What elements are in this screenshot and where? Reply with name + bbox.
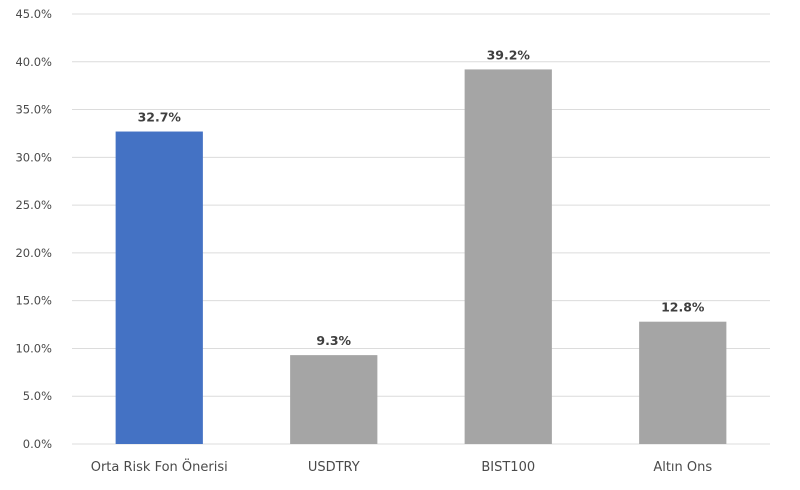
x-axis-categories: Orta Risk Fon Önerisi USDTRY BIST100 Altın …	[91, 458, 713, 475]
bars	[115, 69, 727, 445]
bar	[639, 321, 727, 444]
y-tick-label: 20.0%	[15, 246, 52, 260]
y-tick-label: 40.0%	[15, 55, 52, 69]
x-category-label: Altın Ons	[653, 460, 712, 475]
y-tick-label: 30.0%	[15, 150, 52, 164]
y-tick-label: 0.0%	[23, 437, 52, 451]
y-tick-label: 35.0%	[15, 103, 52, 117]
y-tick-label: 25.0%	[15, 198, 52, 212]
y-tick-label: 15.0%	[15, 294, 52, 308]
data-labels: 32.7% 9.3% 39.2% 12.8%	[138, 47, 705, 348]
y-axis-ticks: 0.0% 5.0% 10.0% 15.0% 20.0% 25.0% 30.0% 35.0% 40…	[15, 7, 52, 451]
y-tick-label: 45.0%	[15, 7, 52, 21]
x-category-label: USDTRY	[308, 460, 360, 475]
y-tick-label: 10.0%	[15, 341, 52, 355]
data-label: 32.7%	[138, 110, 182, 125]
y-tick-label: 5.0%	[23, 389, 52, 403]
data-label: 9.3%	[316, 333, 351, 348]
bar	[290, 355, 378, 444]
bar	[115, 131, 203, 445]
x-category-label: Orta Risk Fon Önerisi	[91, 458, 228, 475]
bar	[464, 69, 552, 444]
data-label: 39.2%	[487, 47, 531, 62]
x-category-label: BIST100	[481, 460, 535, 475]
data-label: 12.8%	[661, 300, 705, 315]
